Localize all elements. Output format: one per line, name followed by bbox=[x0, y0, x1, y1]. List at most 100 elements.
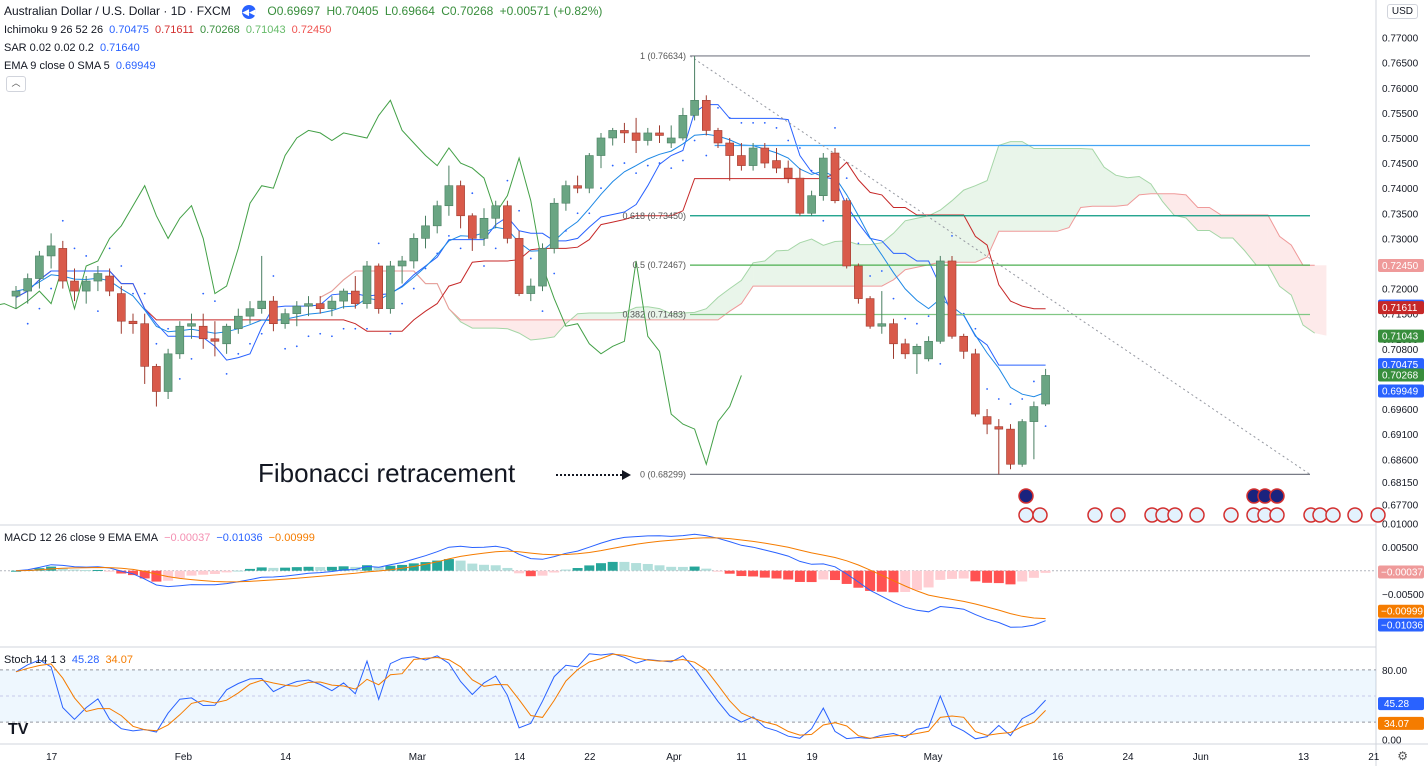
macd-bar bbox=[525, 570, 536, 577]
fib-level-label: 1 (0.76634) bbox=[640, 51, 686, 61]
macd-bar bbox=[198, 570, 209, 575]
candle-body bbox=[292, 305, 302, 314]
sar-dot bbox=[670, 167, 673, 169]
event-flag-icon bbox=[1347, 507, 1363, 523]
macd-bar bbox=[408, 563, 419, 571]
candle-body bbox=[690, 100, 699, 116]
candle-body bbox=[222, 325, 231, 345]
candle-body bbox=[187, 323, 196, 327]
macd-bar bbox=[619, 561, 630, 571]
macd-axis-tick-label: 0.01000 bbox=[1382, 520, 1419, 531]
sar-dot bbox=[61, 219, 64, 222]
candle-body bbox=[643, 132, 653, 141]
macd-bar bbox=[865, 570, 876, 591]
macd-bar bbox=[490, 565, 501, 571]
macd-bar bbox=[677, 566, 688, 571]
macd-bar bbox=[303, 566, 314, 571]
ohlc-change: +0.00571 (+0.82%) bbox=[499, 4, 603, 18]
sar-dot bbox=[342, 327, 345, 330]
sar-dot bbox=[740, 122, 743, 124]
macd-bar bbox=[783, 570, 794, 580]
sar-dot bbox=[553, 272, 556, 275]
macd-bar bbox=[771, 570, 782, 579]
sar-dot bbox=[974, 327, 977, 330]
cloud-segment bbox=[811, 238, 824, 287]
macd-bar bbox=[315, 567, 326, 571]
stoch-d-value: 34.07 bbox=[105, 654, 133, 666]
ichimoku-spanB-value: 0.72450 bbox=[291, 24, 332, 36]
event-flag-icon bbox=[1032, 507, 1048, 523]
sar-dot bbox=[506, 179, 509, 182]
candle-body bbox=[713, 130, 723, 144]
macd-line-value: −0.01036 bbox=[216, 532, 263, 544]
sar-dot bbox=[143, 292, 146, 295]
sar-dot bbox=[38, 307, 41, 310]
price-axis-tick-label: 0.68600 bbox=[1382, 455, 1419, 466]
sar-dot bbox=[916, 322, 918, 325]
stoch-d-line bbox=[15, 653, 1046, 739]
sar-dot bbox=[272, 275, 275, 277]
candle-body bbox=[608, 130, 618, 139]
candle-body bbox=[865, 298, 875, 327]
price-badge-text: 0.70475 bbox=[1382, 360, 1419, 371]
cloud-segment bbox=[1186, 194, 1198, 231]
ema-legend[interactable]: EMA 9 close 0 SMA 5 0.69949 bbox=[4, 60, 159, 72]
collapse-legend-button[interactable]: ︿ bbox=[6, 76, 26, 92]
sar-dot bbox=[635, 172, 637, 175]
candle-body bbox=[526, 285, 536, 294]
cloud-segment bbox=[1232, 215, 1245, 251]
macd-bar bbox=[151, 570, 162, 582]
cloud-segment bbox=[1303, 265, 1315, 334]
macd-bar bbox=[268, 567, 279, 571]
macd-bar bbox=[759, 570, 770, 578]
macd-bar bbox=[291, 567, 302, 571]
sar-dot bbox=[436, 252, 439, 255]
macd-bar bbox=[209, 570, 220, 575]
sar-dot bbox=[752, 122, 754, 124]
sar-dot bbox=[73, 247, 76, 250]
currency-selector[interactable]: USD bbox=[1386, 4, 1418, 19]
cloud-segment bbox=[1069, 148, 1081, 228]
cloud-segment bbox=[601, 313, 613, 320]
candle-body bbox=[350, 290, 360, 304]
sar-dot bbox=[295, 345, 298, 348]
macd-bar bbox=[11, 570, 21, 572]
macd-bar bbox=[806, 570, 817, 583]
tradingview-logo[interactable]: TV bbox=[8, 721, 29, 738]
time-axis-tick-label: 16 bbox=[1052, 752, 1064, 763]
sar-dot bbox=[705, 154, 708, 157]
candle-body bbox=[772, 160, 781, 169]
settings-gear-icon[interactable]: ⚙ bbox=[1397, 749, 1408, 763]
macd-badge bbox=[1378, 565, 1424, 579]
candle-body bbox=[128, 320, 138, 325]
ichimoku-lagging-value: 0.70268 bbox=[199, 24, 240, 36]
cloud-segment bbox=[1197, 207, 1210, 231]
price-axis-tick-label: 0.75500 bbox=[1382, 109, 1419, 120]
sar-dot bbox=[260, 332, 263, 335]
macd-legend[interactable]: MACD 12 26 close 9 EMA EMA −0.00037 −0.0… bbox=[4, 532, 318, 544]
price-axis-tick-label: 0.67700 bbox=[1382, 500, 1419, 511]
sar-dot bbox=[658, 162, 661, 164]
macd-bar bbox=[888, 570, 899, 593]
price-axis-tick-label: 0.75000 bbox=[1382, 134, 1419, 145]
ohlc-open: O0.69697 bbox=[267, 4, 321, 18]
candle-body bbox=[444, 185, 454, 207]
ichimoku-label: Ichimoku 9 26 52 26 bbox=[4, 24, 104, 36]
symbol-title[interactable]: Australian Dollar / U.S. Dollar · 1D · F… bbox=[4, 4, 231, 18]
sar-legend[interactable]: SAR 0.02 0.02 0.2 0.71640 bbox=[4, 42, 143, 54]
event-flag-icon bbox=[1018, 507, 1034, 523]
cloud-segment bbox=[612, 312, 625, 320]
stoch-legend[interactable]: Stoch 14 1 3 45.28 34.07 bbox=[4, 654, 136, 666]
ichimoku-legend[interactable]: Ichimoku 9 26 52 26 0.70475 0.71611 0.70… bbox=[4, 24, 334, 36]
macd-bar bbox=[81, 570, 92, 572]
macd-signal-line bbox=[15, 537, 1046, 620]
back-arrow-icon[interactable]: ◀◀ bbox=[242, 5, 257, 19]
macd-bar bbox=[116, 570, 127, 574]
macd-bar bbox=[724, 570, 735, 574]
macd-bar bbox=[92, 569, 103, 571]
macd-bar bbox=[467, 563, 478, 571]
stoch-label: Stoch 14 1 3 bbox=[4, 654, 66, 666]
cloud-segment bbox=[998, 141, 1011, 232]
